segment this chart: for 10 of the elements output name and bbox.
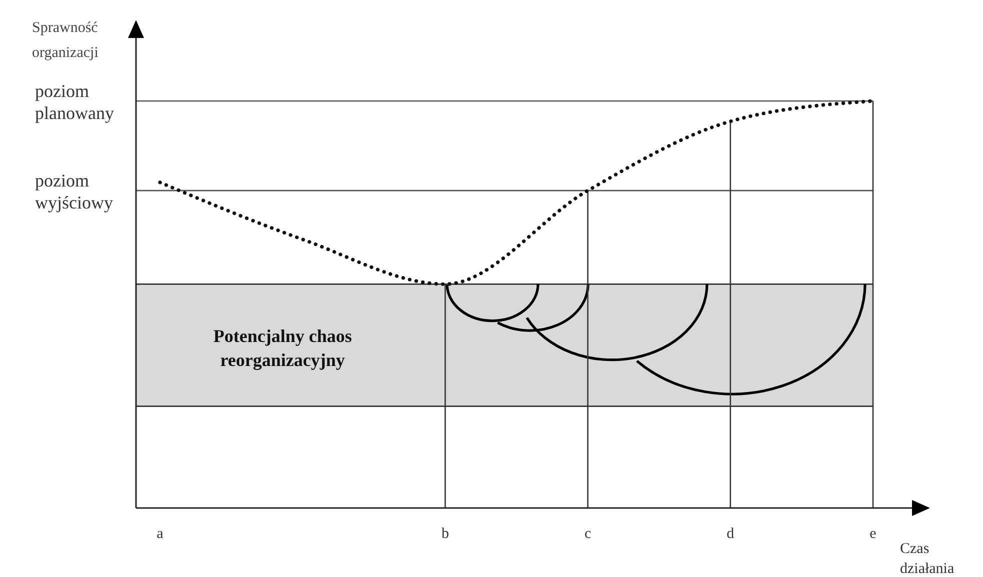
x-tick-label: b <box>441 526 449 542</box>
band-label: Potencjalny chaos reorganizacyjny <box>213 326 352 370</box>
x-tick-label: a <box>156 526 164 542</box>
x-tick-label: e <box>870 526 877 542</box>
ref-line-label: poziom wyjściowy <box>35 170 113 213</box>
y-axis-title: Sprawność organizacji <box>32 20 98 61</box>
ref-line-label: poziom planowany <box>35 81 114 123</box>
x-axis-title: Czas działania <box>900 541 954 577</box>
x-tick-label: d <box>726 526 735 542</box>
x-tick-label: c <box>584 526 592 542</box>
